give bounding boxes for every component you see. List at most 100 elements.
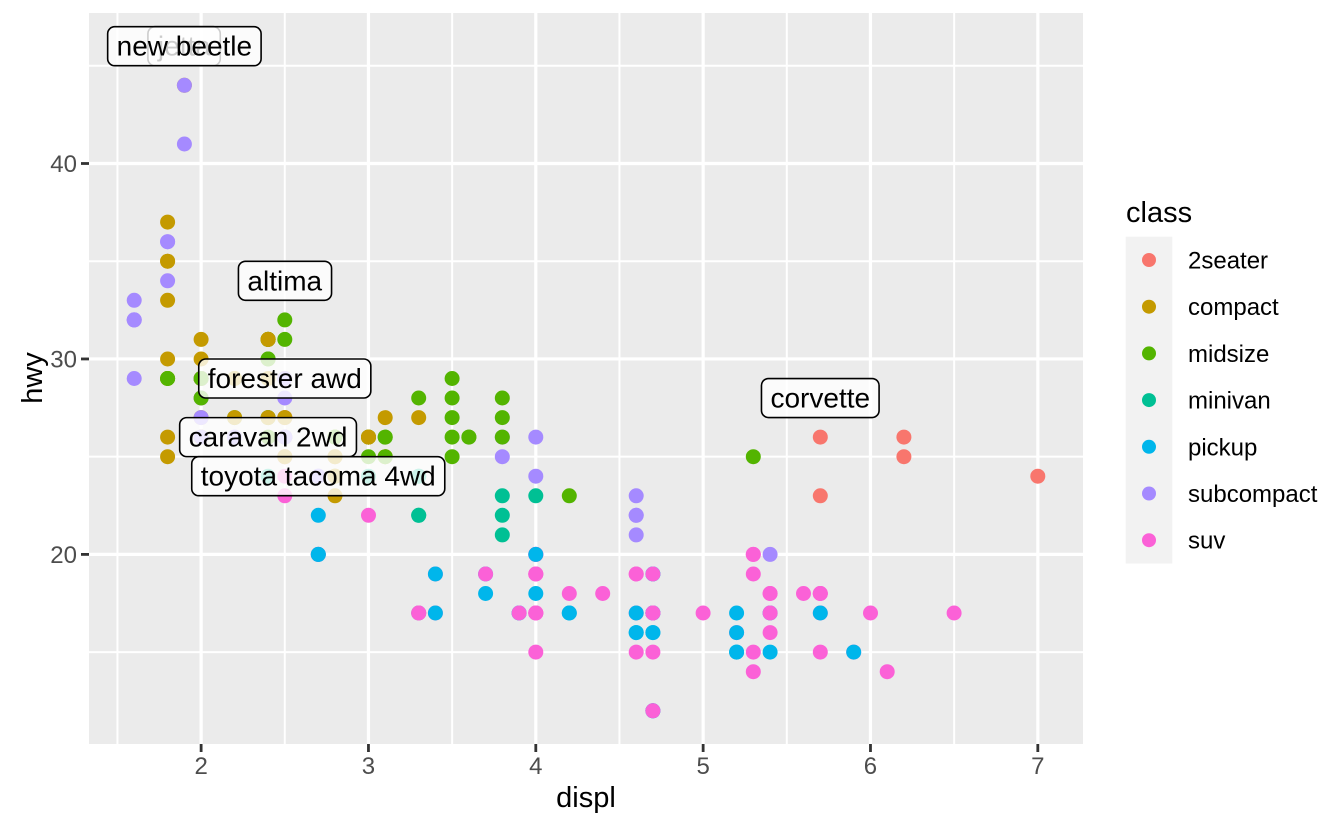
x-axis-title: displ [556,782,616,814]
data-point [160,371,176,386]
data-point [160,214,176,230]
legend-label: midsize [1188,341,1269,368]
data-point [762,625,778,641]
x-tick-label: 6 [864,753,877,780]
data-point [411,410,427,426]
data-point [645,625,661,641]
y-tick-label: 40 [50,151,77,178]
data-point [444,410,460,426]
legend-label: pickup [1188,434,1257,461]
data-point [411,390,427,406]
data-point [277,331,293,347]
data-point [812,644,828,660]
data-point [762,644,778,660]
legend-label: 2seater [1188,248,1268,275]
data-point [310,507,326,523]
data-point [645,605,661,621]
data-point [444,429,460,445]
legend-label: minivan [1188,388,1271,415]
data-point [126,312,142,328]
data-point [160,273,176,289]
data-point [361,507,376,523]
data-point [478,586,494,601]
data-point [528,546,544,562]
data-point [745,546,761,562]
data-point [176,136,192,152]
data-point [176,77,192,93]
x-tick-label: 2 [194,753,207,780]
legend-key-dot [1142,533,1156,548]
legend-key-dot [1142,439,1156,454]
data-point [561,488,577,504]
data-point [762,605,778,621]
data-point [729,644,745,660]
data-point [628,605,644,621]
data-point [160,351,176,367]
data-point [812,488,828,504]
data-point [528,605,544,621]
data-point [812,586,828,601]
point-label-box [237,260,333,302]
data-point [494,488,510,504]
legend-label: suv [1188,528,1225,555]
data-point [628,488,644,504]
data-point [528,644,544,660]
data-point [444,390,460,406]
data-point [628,644,644,660]
x-tick-label: 4 [529,753,542,780]
data-point [160,429,176,445]
axes-layer: 2 3 4 5 6 7 20 30 40 [50,151,1044,780]
data-point [762,546,778,562]
data-point [494,527,510,543]
point-label-box [760,377,880,419]
data-point [444,449,460,465]
point-label: new beetle [117,31,252,62]
point-label-box [190,455,446,497]
data-point [528,429,544,445]
point-label: altima [247,265,322,296]
data-point [528,468,544,484]
data-point [863,605,878,621]
legend-key-dot [1142,253,1156,267]
data-point [645,703,661,719]
data-point [896,429,912,445]
data-point [595,586,611,601]
data-point [628,507,644,523]
point-labels-layer: corvette caravan 2wd altima forester awd toy… [106,25,880,497]
data-point [494,449,510,465]
x-tick-label: 5 [696,753,709,780]
data-point [411,507,427,523]
data-point [411,605,427,621]
data-point [896,449,912,465]
data-point [745,566,761,582]
point-label: corvette [770,383,870,414]
legend-key-dot [1142,299,1156,314]
data-point [377,410,393,426]
data-point [494,390,510,406]
y-axis-title: hwy [17,352,49,404]
data-point [628,566,644,582]
data-point [645,644,661,660]
data-point [729,625,745,641]
data-point [946,605,962,621]
data-point [427,566,443,582]
data-point [310,546,326,562]
data-point [528,488,544,504]
data-point [160,253,176,269]
data-point [160,449,176,465]
data-point [812,605,828,621]
data-point [427,605,443,621]
legend-label: subcompact [1188,481,1318,508]
data-point [193,331,209,347]
data-point [377,429,393,445]
data-point [729,605,745,621]
data-point [695,605,711,621]
point-label-box [197,358,372,399]
data-point [628,625,644,641]
y-tick-label: 30 [50,346,77,373]
data-point [494,410,510,426]
data-point [461,429,477,445]
data-point [879,664,895,680]
